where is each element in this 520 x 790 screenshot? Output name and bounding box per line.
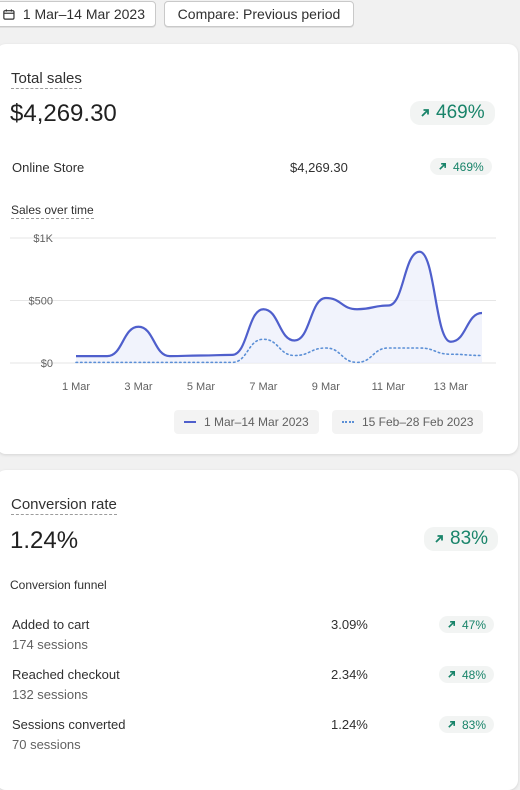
arrow-up-right-icon — [448, 670, 456, 678]
funnel-row-rate: 3.09% — [331, 617, 368, 632]
funnel-row-change-badge: 47% — [439, 616, 495, 633]
current-period-line — [76, 250, 483, 358]
x-tick-label: 3 Mar — [124, 381, 152, 393]
channel-value: $4,269.30 — [290, 160, 348, 175]
conversion-funnel-title: Conversion funnel — [10, 578, 107, 592]
x-tick-label: 13 Mar — [434, 381, 469, 393]
x-tick-label: 5 Mar — [187, 381, 215, 393]
total-sales-value: $4,269.30 — [10, 100, 117, 127]
sales-over-time-title[interactable]: Sales over time — [11, 203, 94, 219]
compare-label: Compare: Previous period — [177, 6, 341, 22]
funnel-row-change-badge: 83% — [439, 716, 495, 733]
funnel-row-rate: 1.24% — [331, 717, 368, 732]
funnel-row-sessions: 174 sessions — [12, 637, 88, 652]
funnel-row-sessions: 70 sessions — [12, 737, 81, 752]
legend-solid-swatch — [184, 421, 196, 423]
legend-dotted-swatch — [342, 421, 354, 423]
total-sales-change-badge: 469% — [410, 101, 495, 125]
date-range-button[interactable]: 1 Mar–14 Mar 2023 — [0, 1, 156, 27]
x-tick-label: 1 Mar — [62, 381, 90, 393]
conversion-rate-value: 1.24% — [10, 527, 79, 554]
conversion-rate-card: Conversion rate 1.24% 83% Conversion fun… — [0, 470, 518, 790]
channel-change-badge: 469% — [430, 158, 492, 175]
date-range-label: 1 Mar–14 Mar 2023 — [22, 6, 145, 22]
total-sales-change: 469% — [436, 102, 485, 123]
x-tick-label: 11 Mar — [372, 381, 406, 393]
sales-over-time-chart[interactable]: $1K $500 $0 1 Mar 3 Mar 5 Mar 7 Mar 9 Mar 11 Mar… — [0, 224, 518, 424]
arrow-up-right-icon — [435, 535, 443, 543]
arrow-up-right-icon — [439, 162, 447, 170]
funnel-row-change: 48% — [462, 667, 487, 682]
y-tick-label: $500 — [29, 296, 53, 308]
conversion-rate-change-badge: 83% — [424, 527, 499, 551]
arrow-up-right-icon — [448, 620, 456, 628]
total-sales-title[interactable]: Total sales — [11, 70, 82, 89]
funnel-row-change-badge: 48% — [439, 666, 495, 683]
funnel-row-label: Reached checkout — [12, 667, 120, 682]
x-tick-label: 7 Mar — [249, 381, 277, 393]
funnel-row-label: Sessions converted — [12, 717, 126, 732]
funnel-row-change: 47% — [462, 617, 487, 632]
channel-label: Online Store — [12, 160, 85, 175]
conversion-rate-title[interactable]: Conversion rate — [11, 496, 117, 515]
y-tick-label: $1K — [33, 233, 53, 245]
funnel-row-rate: 2.34% — [331, 667, 368, 682]
conversion-rate-change: 83% — [450, 528, 489, 549]
funnel-row-sessions: 132 sessions — [12, 687, 88, 702]
arrow-up-right-icon — [421, 109, 429, 117]
legend-previous-period[interactable]: 15 Feb–28 Feb 2023 — [332, 410, 484, 434]
total-sales-card: Total sales $4,269.30 469% Online Store … — [0, 44, 518, 454]
x-tick-label: 9 Mar — [312, 381, 340, 393]
calendar-icon — [3, 8, 15, 20]
legend-current-period[interactable]: 1 Mar–14 Mar 2023 — [174, 410, 319, 434]
compare-button[interactable]: Compare: Previous period — [164, 1, 354, 27]
funnel-row-label: Added to cart — [12, 617, 90, 632]
funnel-row-change: 83% — [462, 717, 487, 732]
channel-change: 469% — [453, 159, 484, 174]
y-tick-label: $0 — [41, 358, 53, 370]
arrow-up-right-icon — [448, 720, 456, 728]
legend-previous-label: 15 Feb–28 Feb 2023 — [362, 415, 474, 429]
legend-current-label: 1 Mar–14 Mar 2023 — [204, 415, 309, 429]
previous-period-line — [75, 338, 483, 364]
current-period-area — [76, 251, 482, 363]
